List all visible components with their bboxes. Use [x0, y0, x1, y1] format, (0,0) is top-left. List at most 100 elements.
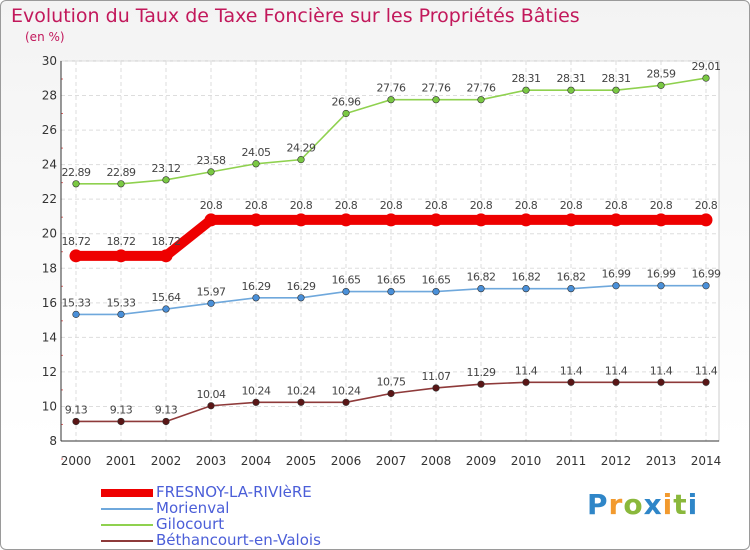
data-label: 10.75 [377, 376, 406, 389]
proxiti-logo: Proxiti [587, 488, 699, 521]
data-label: 9.13 [155, 403, 178, 416]
data-point [702, 282, 710, 290]
data-label: 27.76 [422, 82, 451, 95]
data-label: 16.29 [242, 280, 271, 293]
data-label: 16.82 [512, 271, 541, 284]
data-point [567, 285, 575, 293]
data-point [432, 384, 440, 392]
data-label: 28.59 [647, 67, 676, 80]
data-label: 15.33 [62, 296, 91, 309]
data-point [117, 417, 125, 426]
data-point [117, 180, 125, 188]
data-label: 22.89 [107, 166, 136, 179]
data-label: 16.65 [422, 274, 451, 287]
data-label: 16.65 [332, 274, 361, 287]
data-label: 10.24 [287, 384, 316, 397]
data-label: 23.58 [197, 154, 226, 167]
data-label: 10.24 [242, 384, 271, 397]
data-label: 11.4 [605, 364, 628, 377]
data-label: 20.8 [470, 199, 493, 212]
series-fresnoy-la-rivi-re: 18.72 18.72 18.72 20.8 20.8 20.8 20.8 20.8 20.8 2… [62, 199, 718, 263]
data-point [384, 213, 398, 227]
data-point [117, 310, 125, 318]
data-point [657, 282, 665, 290]
data-point [387, 96, 395, 104]
legend-swatch-fresnoy [101, 489, 153, 497]
data-label: 20.8 [605, 199, 628, 212]
series-morienval: 15.33 15.33 15.64 15.97 16.29 16.29 16.65 16.65… [62, 268, 721, 318]
data-label: 10.24 [332, 384, 361, 397]
data-point [429, 213, 443, 227]
data-point [612, 378, 620, 386]
y-tick-label: 8 [49, 434, 57, 448]
data-point [72, 180, 80, 188]
y-tick-label: 22 [42, 192, 57, 206]
data-label: 20.8 [650, 199, 673, 212]
x-tick-label: 2008 [421, 454, 452, 468]
data-point [342, 109, 350, 118]
x-tick-label: 2011 [556, 454, 587, 468]
data-label: 20.8 [335, 199, 358, 212]
data-point [339, 213, 353, 227]
data-label: 11.4 [515, 364, 538, 377]
data-point [477, 380, 485, 388]
data-label: 11.4 [650, 364, 673, 377]
data-point [522, 86, 530, 94]
data-label: 20.8 [695, 199, 718, 212]
data-label: 20.8 [560, 199, 583, 212]
data-point [297, 294, 305, 302]
data-label: 18.72 [62, 235, 91, 248]
data-point [252, 160, 260, 168]
data-point [702, 378, 710, 386]
data-label: 16.29 [287, 280, 316, 293]
x-tick-label: 2014 [691, 454, 722, 468]
data-point [432, 287, 440, 296]
legend-swatch-morienval [101, 508, 153, 510]
data-label: 10.04 [197, 388, 226, 401]
data-point [72, 417, 80, 426]
line-chart: 8 10 12 14 16 18 20 22 24 26 28 30 2000 2001 2002 2003 2… [42, 54, 722, 468]
data-label: 18.72 [107, 235, 136, 248]
legend-label-bethancourt: Béthancourt-en-Valois [156, 531, 321, 549]
data-point [654, 213, 668, 227]
x-tick-label: 2005 [286, 454, 317, 468]
data-point [387, 287, 395, 296]
data-label: 22.89 [62, 166, 91, 179]
data-point [252, 398, 260, 406]
data-label: 20.8 [515, 199, 538, 212]
data-label: 15.64 [152, 291, 181, 304]
data-label: 20.8 [200, 199, 223, 212]
data-label: 16.99 [647, 268, 676, 281]
data-label: 20.8 [425, 199, 448, 212]
data-point [297, 156, 305, 164]
legend-label-morienval: Morienval [156, 499, 230, 517]
data-point [567, 86, 575, 94]
data-point [72, 310, 80, 318]
chart-title: Evolution du Taux de Taxe Foncière sur l… [11, 5, 580, 27]
data-label: 27.76 [467, 82, 496, 95]
data-point [162, 417, 170, 426]
data-point [564, 213, 578, 227]
x-tick-label: 2013 [646, 454, 677, 468]
data-point [657, 378, 665, 386]
data-label: 9.13 [65, 403, 88, 416]
data-point [387, 389, 395, 398]
legend-swatch-gilocourt [101, 524, 153, 526]
legend-swatch-bethancourt [101, 540, 153, 542]
data-label: 16.82 [557, 271, 586, 284]
data-label: 11.07 [422, 370, 451, 383]
x-tick-label: 2001 [106, 454, 137, 468]
data-point [519, 213, 533, 227]
data-point [207, 299, 215, 307]
data-point [657, 81, 665, 89]
data-label: 9.13 [110, 403, 133, 416]
data-point [342, 398, 350, 406]
legend-label-fresnoy: FRESNOY-LA-RIVIèRE [156, 483, 312, 501]
y-tick-label: 24 [42, 158, 57, 172]
data-point [207, 168, 215, 176]
data-point [612, 86, 620, 94]
data-label: 28.31 [512, 72, 541, 85]
x-tick-label: 2012 [601, 454, 632, 468]
x-tick-label: 2007 [376, 454, 407, 468]
